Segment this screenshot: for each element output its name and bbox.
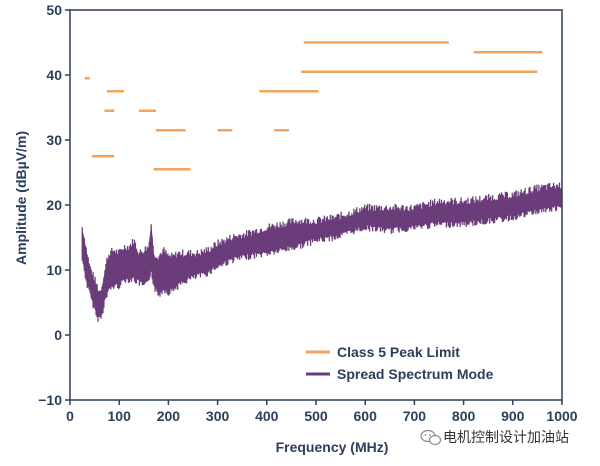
x-tick-label: 100 — [108, 408, 132, 424]
y-tick-label: 10 — [46, 262, 62, 278]
x-tick-label: 300 — [206, 408, 230, 424]
x-tick-label: 600 — [354, 408, 378, 424]
watermark-text: 电机控制设计加油站 — [443, 430, 569, 446]
x-tick-label: 700 — [403, 408, 427, 424]
x-tick-label: 900 — [501, 408, 525, 424]
ticks-layer: 0 100 200 300 400 500 600 700 800 900 1000−1001020… — [38, 2, 578, 424]
legend: Class 5 Peak Limit Spread Spectrum Mode — [306, 344, 494, 382]
y-tick-label: 20 — [46, 197, 62, 213]
x-tick-label: 1000 — [546, 408, 577, 424]
x-axis-title: Frequency (MHz) — [276, 439, 389, 455]
x-tick-label: 200 — [157, 408, 181, 424]
legend-label-limit: Class 5 Peak Limit — [337, 344, 460, 360]
legend-label-spectrum: Spread Spectrum Mode — [337, 366, 494, 382]
y-tick-label: 0 — [54, 327, 62, 343]
y-tick-label: 40 — [46, 67, 62, 83]
wechat-icon — [420, 429, 442, 446]
x-tick-label: 400 — [255, 408, 279, 424]
series-layer — [81, 41, 562, 322]
watermark: 电机控制设计加油站 — [420, 429, 569, 446]
y-axis-title: Amplitude (dBµV/m) — [13, 131, 29, 265]
y-tick-label: −10 — [38, 392, 62, 408]
x-tick-label: 800 — [452, 408, 476, 424]
x-tick-label: 500 — [304, 408, 328, 424]
series-spread-spectrum — [81, 182, 562, 322]
y-tick-label: 50 — [46, 2, 62, 18]
x-tick-label: 0 — [66, 408, 74, 424]
y-tick-label: 30 — [46, 132, 62, 148]
spectrum-noise — [81, 182, 562, 322]
series-class5-limit — [84, 41, 543, 171]
